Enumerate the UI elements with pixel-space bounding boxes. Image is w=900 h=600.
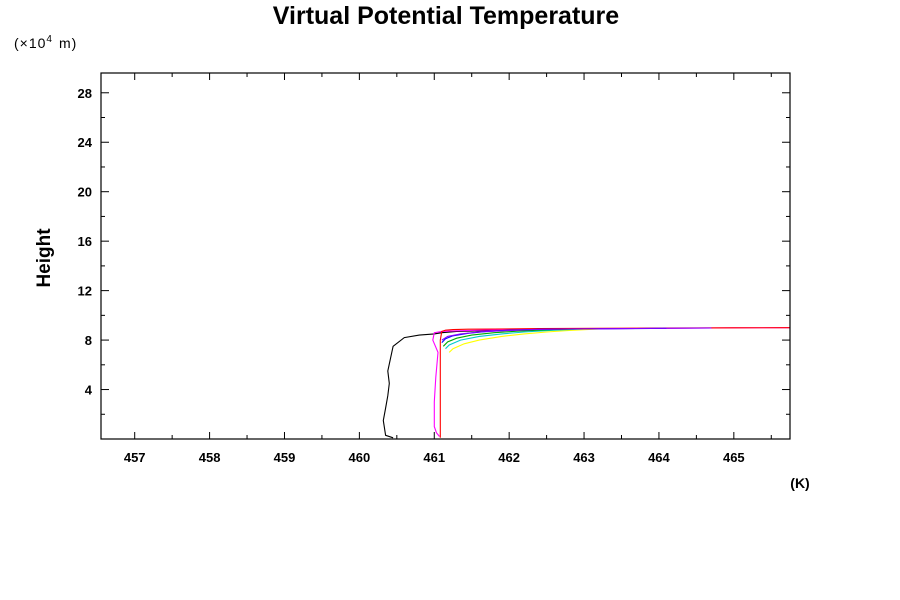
y-tick-label: 4 — [85, 383, 93, 398]
x-tick-label: 460 — [349, 450, 371, 465]
plot-frame — [100, 72, 791, 440]
series-line — [432, 327, 791, 437]
x-tick-label: 457 — [124, 450, 146, 465]
series-line — [448, 328, 600, 353]
series-line — [382, 328, 585, 439]
series-group — [382, 327, 791, 439]
y-tick-label: 28 — [78, 86, 92, 101]
x-tick-label: 458 — [199, 450, 221, 465]
x-tick-label: 463 — [573, 450, 595, 465]
series-line — [442, 328, 577, 347]
y-tick-label: 20 — [78, 185, 92, 200]
series-line — [439, 327, 791, 438]
y-tick-label: 16 — [78, 234, 92, 249]
x-tick-label: 462 — [498, 450, 520, 465]
x-tick-label: 464 — [648, 450, 670, 465]
chart-title: Virtual Potential Temperature — [273, 2, 619, 30]
axis-ticks: 457 458 459 460 461 462 463 464 465 4 8 12 16 20 24 28 — [78, 73, 790, 465]
series-line — [445, 328, 585, 350]
y-tick-label: 24 — [78, 135, 93, 150]
x-tick-label: 461 — [423, 450, 445, 465]
y-axis-scale-label: (×104 m) — [14, 34, 77, 51]
y-axis-label: Height — [34, 228, 55, 288]
x-axis-unit-label: (K) — [790, 475, 809, 491]
y-tick-label: 8 — [85, 333, 92, 348]
x-tick-label: 465 — [723, 450, 745, 465]
y-tick-label: 12 — [78, 284, 92, 299]
x-tick-label: 459 — [274, 450, 296, 465]
series-line — [441, 327, 712, 341]
